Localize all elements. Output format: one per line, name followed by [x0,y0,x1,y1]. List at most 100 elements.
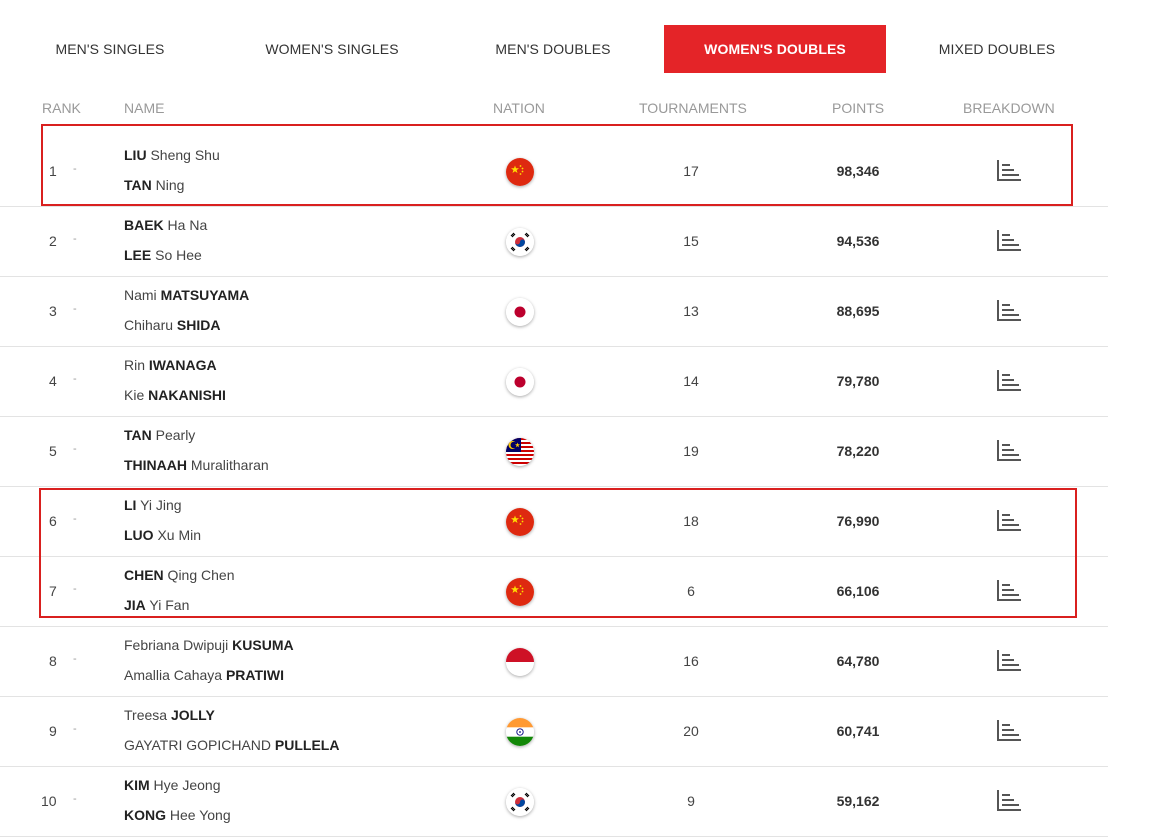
player-name[interactable]: LEE So Hee [124,248,207,263]
player-name[interactable]: KIM Hye Jeong [124,778,231,793]
breakdown-chart-icon[interactable] [996,509,1022,533]
player-name[interactable]: CHEN Qing Chen [124,568,235,583]
player-name-rest: Hye Jeong [149,777,221,793]
rank-value: 3 [49,303,57,319]
rank-value: 8 [49,653,57,669]
player-name-rest: Muralitharan [187,457,269,473]
rank-value: 9 [49,723,57,739]
breakdown-chart-icon[interactable] [996,229,1022,253]
tournaments-count: 15 [683,233,699,249]
player-name-rest: Qing Chen [163,567,235,583]
japan-flag-icon[interactable] [506,298,534,326]
table-row[interactable]: 4 - Rin IWANAGA Kie NAKANISHI 14 79,780 [0,347,1108,417]
tab-womens-singles[interactable]: WOMEN'S SINGLES [265,41,399,57]
china-flag-icon[interactable] [506,578,534,606]
rank-change: - [73,653,77,665]
player-given-name: Amallia Cahaya [124,667,226,683]
player-name[interactable]: JIA Yi Fan [124,598,235,613]
player-name[interactable]: Febriana Dwipuji KUSUMA [124,638,294,653]
table-row[interactable]: 6 - LI Yi Jing LUO Xu Min 18 76,990 [0,487,1108,557]
rank-change: - [73,303,77,315]
breakdown-chart-icon[interactable] [996,299,1022,323]
player-name[interactable]: Treesa JOLLY [124,708,339,723]
india-flag-icon[interactable] [506,718,534,746]
rankings-table-body: 1 - LIU Sheng Shu TAN Ning 17 98,346 2 - BAEK Ha… [0,137,1108,837]
player-name[interactable]: BAEK Ha Na [124,218,207,233]
player-name[interactable]: THINAAH Muralitharan [124,458,269,473]
table-row[interactable]: 2 - BAEK Ha Na LEE So Hee 15 94,536 [0,207,1108,277]
pair-names: Febriana Dwipuji KUSUMA Amallia Cahaya PR… [124,638,294,698]
player-name[interactable]: Rin IWANAGA [124,358,226,373]
breakdown-chart-icon[interactable] [996,159,1022,183]
rank-value: 6 [49,513,57,529]
breakdown-chart-icon[interactable] [996,369,1022,393]
pair-names: KIM Hye Jeong KONG Hee Yong [124,778,231,838]
rank-change: - [73,443,77,455]
tournaments-count: 14 [683,373,699,389]
player-name-rest: Yi Jing [136,497,182,513]
rank-change: - [73,723,77,735]
pair-names: CHEN Qing Chen JIA Yi Fan [124,568,235,628]
tab-mixed-doubles[interactable]: MIXED DOUBLES [938,41,1056,57]
china-flag-icon[interactable] [506,508,534,536]
column-header-rank: RANK [42,100,81,116]
player-given-name: Kie [124,387,149,403]
player-given-name: Treesa [124,707,171,723]
rank-value: 10 [41,793,57,809]
breakdown-chart-icon[interactable] [996,649,1022,673]
china-flag-icon[interactable] [506,158,534,186]
breakdown-chart-icon[interactable] [996,719,1022,743]
rank-change: - [73,793,77,805]
points-value: 78,220 [836,443,880,459]
player-name[interactable]: TAN Pearly [124,428,269,443]
rank-change: - [73,233,77,245]
player-name[interactable]: Kie NAKANISHI [124,388,226,403]
player-given-name: GAYATRI GOPICHAND [124,737,275,753]
points-value: 94,536 [836,233,880,249]
player-name[interactable]: Amallia Cahaya PRATIWI [124,668,294,683]
player-surname: LIU [124,147,147,163]
korea-flag-icon[interactable] [506,788,534,816]
breakdown-chart-icon[interactable] [996,439,1022,463]
player-name[interactable]: KONG Hee Yong [124,808,231,823]
malaysia-flag-icon[interactable] [506,438,534,466]
player-name[interactable]: Nami MATSUYAMA [124,288,249,303]
rank-value: 1 [49,163,57,179]
table-row[interactable]: 7 - CHEN Qing Chen JIA Yi Fan 6 66,106 [0,557,1108,627]
player-surname: THINAAH [124,457,187,473]
player-surname: NAKANISHI [148,387,226,403]
tab-mens-doubles[interactable]: MEN'S DOUBLES [495,41,611,57]
breakdown-chart-icon[interactable] [996,789,1022,813]
player-name[interactable]: Chiharu SHIDA [124,318,249,333]
player-name[interactable]: TAN Ning [124,178,220,193]
tournaments-count: 9 [687,793,695,809]
tournaments-count: 17 [683,163,699,179]
japan-flag-icon[interactable] [506,368,534,396]
column-header-breakdown: BREAKDOWN [963,100,1055,116]
rank-value: 5 [49,443,57,459]
table-row[interactable]: 5 - TAN Pearly THINAAH Muralitharan 19 78,220 [0,417,1108,487]
player-surname: KUSUMA [232,637,294,653]
table-row[interactable]: 8 - Febriana Dwipuji KUSUMA Amallia Cahaya … [0,627,1108,697]
breakdown-chart-icon[interactable] [996,579,1022,603]
pair-names: LIU Sheng Shu TAN Ning [124,148,220,208]
player-name[interactable]: LUO Xu Min [124,528,201,543]
tournaments-count: 13 [683,303,699,319]
tab-womens-doubles[interactable]: WOMEN'S DOUBLES [664,25,886,73]
table-row[interactable]: 9 - Treesa JOLLY GAYATRI GOPICHAND PULLELA 2… [0,697,1108,767]
korea-flag-icon[interactable] [506,228,534,256]
indonesia-flag-icon[interactable] [506,648,534,676]
player-name-rest: So Hee [151,247,202,263]
tab-mens-singles[interactable]: MEN'S SINGLES [55,41,165,57]
table-row[interactable]: 1 - LIU Sheng Shu TAN Ning 17 98,346 [0,137,1108,207]
table-row[interactable]: 3 - Nami MATSUYAMA Chiharu SHIDA 13 88,695 [0,277,1108,347]
player-name[interactable]: LI Yi Jing [124,498,201,513]
player-surname: LI [124,497,137,513]
player-name[interactable]: LIU Sheng Shu [124,148,220,163]
player-surname: SHIDA [176,317,221,333]
player-surname: LUO [124,527,154,543]
rank-value: 2 [49,233,57,249]
player-name-rest: Sheng Shu [146,147,220,163]
player-name[interactable]: GAYATRI GOPICHAND PULLELA [124,738,339,753]
table-row[interactable]: 10 - KIM Hye Jeong KONG Hee Yong 9 59,162 [0,767,1108,837]
